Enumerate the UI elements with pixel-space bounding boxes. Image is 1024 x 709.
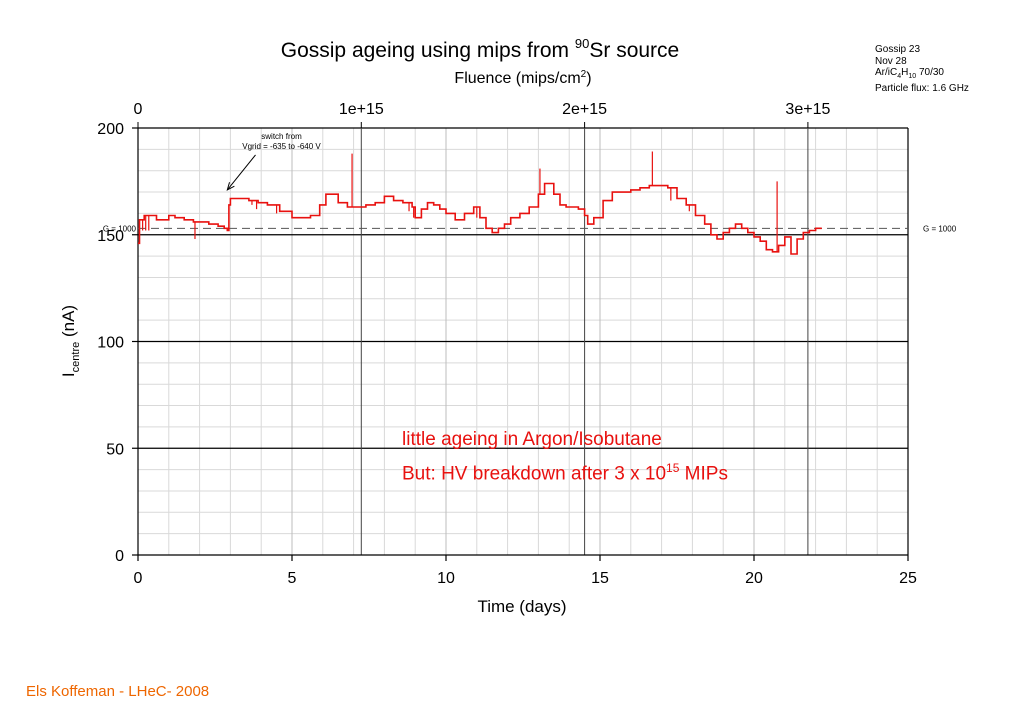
top-tick-label: 3e+15 [785,101,830,118]
x-tick-label: 20 [745,570,763,587]
arrow-shaft [226,154,256,191]
y-tick-label: 100 [97,335,124,352]
annotation-line: But: HV breakdown after 3 x 1015 MIPs [402,461,728,485]
axes: 0 50 100 150 200 0 5 10 15 20 25 0 1e+15 2e+15 3e+15 [97,101,917,587]
x-tick-label: 5 [288,570,297,587]
arrow-note-line: Vgrid = -635 to -640 V [242,142,321,151]
y-tick-label: 200 [97,121,124,138]
x-axis-label: Time (days) [477,597,566,616]
chart-title: Gossip ageing using mips from 90Sr sourc… [281,36,679,62]
top-tick-label: 2e+15 [562,101,607,118]
top-tick-label: 1e+15 [339,101,384,118]
y-tick-label: 150 [97,228,124,245]
reference-label-right: G = 1000 [923,224,957,233]
x-tick-label: 10 [437,570,455,587]
grid [138,127,908,555]
footer-credit: Els Koffeman - LHeC- 2008 [26,683,210,700]
x-tick-label: 15 [591,570,609,587]
reference-label-left: G = 1000 [103,224,137,233]
run-info: Gossip 23 Nov 28 Ar/iC4H10 70/30 Particl… [875,44,969,94]
run-info-line: Particle flux: 1.6 GHz [875,82,969,94]
series [138,151,822,255]
annotation-line: little ageing in Argon/Isobutane [402,429,662,450]
gas-mixture: Ar/iC4H10 70/30 [875,67,944,80]
chart-annotation: little ageing in Argon/Isobutane But: HV… [402,425,728,488]
x-tick-label: 0 [134,570,143,587]
y-tick-label: 0 [115,548,124,565]
top-axis-label: Fluence (mips/cm2) [454,69,591,87]
y-axis-label: Icentre (nA) [59,305,82,377]
data-series-line [138,182,822,255]
run-info-line: Gossip 23 [875,44,921,55]
reference-line: G = 1000 G = 1000 [103,224,957,233]
arrow-head [226,182,235,191]
y-tick-label: 50 [106,441,124,458]
top-tick-label: 0 [134,101,143,118]
x-tick-label: 25 [899,570,917,587]
run-info-line: Nov 28 [875,55,907,67]
arrow-note-line: switch from [261,132,302,141]
